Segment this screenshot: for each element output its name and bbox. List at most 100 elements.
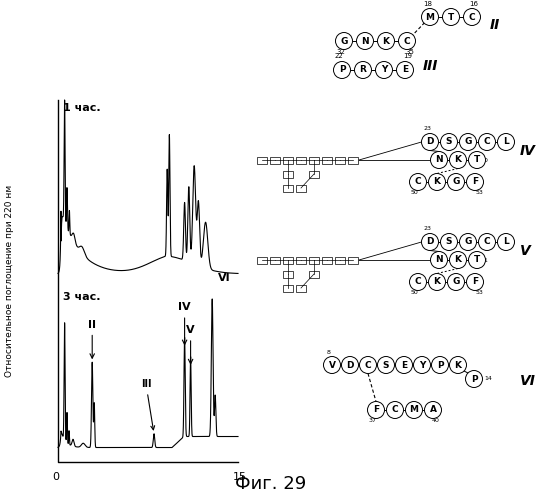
Circle shape [449, 152, 467, 168]
Bar [309, 156, 319, 164]
Text: 50: 50 [410, 190, 418, 196]
Text: VI: VI [218, 273, 231, 283]
Circle shape [460, 234, 476, 250]
Circle shape [429, 174, 446, 190]
Circle shape [410, 274, 427, 290]
Circle shape [424, 402, 442, 418]
Bar [283, 284, 293, 292]
Text: C: C [483, 238, 491, 246]
Circle shape [441, 234, 457, 250]
Text: P: P [437, 360, 443, 370]
Text: K: K [455, 256, 461, 264]
Text: III: III [423, 59, 438, 73]
Text: K: K [455, 360, 461, 370]
Bar [283, 156, 293, 164]
Circle shape [341, 356, 358, 374]
Circle shape [333, 62, 351, 78]
Circle shape [468, 252, 486, 268]
Bar [348, 156, 358, 164]
Bar [335, 256, 345, 264]
Circle shape [357, 32, 373, 50]
Text: M: M [425, 12, 435, 22]
Text: Относительное поглощение при 220 нм: Относительное поглощение при 220 нм [5, 185, 15, 377]
Circle shape [324, 356, 340, 374]
Text: III: III [141, 380, 154, 430]
Bar [296, 156, 306, 164]
Text: 50: 50 [410, 290, 418, 296]
Text: D: D [346, 360, 354, 370]
Text: G: G [453, 278, 460, 286]
Text: L: L [503, 138, 509, 146]
Bar [283, 256, 293, 264]
Text: E: E [402, 66, 408, 74]
Text: 31: 31 [481, 258, 489, 262]
Bar [309, 270, 319, 278]
Bar [296, 184, 306, 192]
Circle shape [396, 356, 412, 374]
Text: 1 час.: 1 час. [63, 103, 101, 113]
Circle shape [449, 252, 467, 268]
Bar [322, 156, 332, 164]
Circle shape [466, 370, 482, 388]
Text: E: E [401, 360, 407, 370]
Text: A: A [429, 406, 436, 414]
Bar [348, 256, 358, 264]
Text: 30: 30 [481, 158, 489, 162]
Circle shape [467, 174, 483, 190]
Text: C: C [469, 12, 475, 22]
Text: N: N [361, 36, 369, 46]
Text: IV: IV [520, 144, 536, 158]
Text: F: F [373, 406, 379, 414]
Text: G: G [453, 178, 460, 186]
Text: 18: 18 [423, 0, 433, 6]
Text: N: N [435, 156, 443, 164]
Text: K: K [455, 156, 461, 164]
Bar [257, 156, 267, 164]
Circle shape [429, 274, 446, 290]
Text: IV: IV [178, 302, 191, 344]
Circle shape [359, 356, 377, 374]
Text: P: P [339, 66, 345, 74]
Text: 16: 16 [469, 0, 479, 6]
Text: G: G [464, 238, 472, 246]
Text: G: G [464, 138, 472, 146]
Text: S: S [383, 360, 389, 370]
Bar [283, 270, 293, 278]
Circle shape [414, 356, 430, 374]
Circle shape [441, 134, 457, 150]
Circle shape [463, 8, 481, 25]
Circle shape [386, 402, 403, 418]
Text: T: T [448, 12, 454, 22]
Bar [322, 256, 332, 264]
Circle shape [377, 356, 395, 374]
Circle shape [479, 134, 495, 150]
Circle shape [431, 356, 448, 374]
Text: L: L [503, 238, 509, 246]
Text: 53: 53 [475, 190, 483, 196]
Bar [296, 256, 306, 264]
Circle shape [448, 274, 464, 290]
Text: 23: 23 [424, 126, 432, 132]
Text: 19: 19 [403, 54, 412, 60]
Circle shape [367, 402, 384, 418]
Bar [270, 256, 280, 264]
Text: D: D [426, 138, 434, 146]
Text: II: II [88, 320, 96, 358]
Text: 53: 53 [475, 290, 483, 296]
Circle shape [430, 252, 448, 268]
Circle shape [498, 234, 514, 250]
Text: T: T [474, 156, 480, 164]
Text: D: D [426, 238, 434, 246]
Text: F: F [472, 278, 478, 286]
Text: C: C [404, 36, 410, 46]
Circle shape [354, 62, 371, 78]
Circle shape [468, 152, 486, 168]
Text: 35: 35 [405, 48, 415, 54]
Text: R: R [359, 66, 366, 74]
Bar [270, 156, 280, 164]
Text: C: C [415, 178, 421, 186]
Bar [283, 170, 293, 177]
Text: 40: 40 [432, 418, 440, 424]
Circle shape [397, 62, 414, 78]
Text: 22: 22 [334, 54, 344, 60]
